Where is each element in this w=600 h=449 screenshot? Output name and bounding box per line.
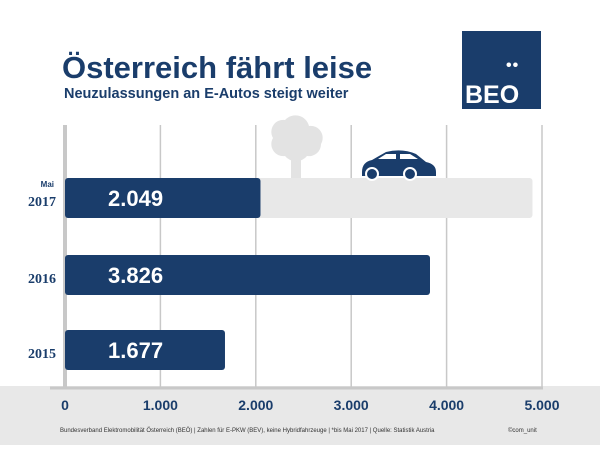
y-category-label: 2015 [28,347,56,362]
x-tick-label: 0 [61,397,69,413]
tree-icon [271,115,323,162]
y-category-note: Mai [41,180,54,189]
footer-copyright: ©com_unit [508,428,537,434]
bar-value-label: 3.826 [108,263,163,288]
logo-text: BEO [465,81,520,109]
x-tick-label: 5.000 [524,397,559,413]
x-tick-label: 2.000 [238,397,273,413]
x-tick-label: 3.000 [334,397,369,413]
bar-2016 [65,255,431,295]
beo-logo: •• BEO [462,31,541,109]
car-icon [362,150,436,181]
tree-icon-trunk [291,150,301,180]
x-tick-label: 4.000 [429,397,464,413]
x-tick-label: 1.000 [143,397,178,413]
bar-2017 [65,178,261,218]
page-subtitle: Neuzulassungen an E-Autos steigt weiter [64,86,349,102]
footer-source: Bundesverband Elektromobilität Österreic… [60,428,435,434]
bar-value-label: 1.677 [108,338,163,363]
y-category-label: 2017 [28,195,56,210]
bar-value-label: 2.049 [108,186,163,211]
bar-2015 [65,330,225,370]
y-category-label: 2016 [28,272,56,287]
page-title: Österreich fährt leise [62,50,373,85]
footer-band [0,386,600,445]
logo-dots: •• [506,57,520,74]
